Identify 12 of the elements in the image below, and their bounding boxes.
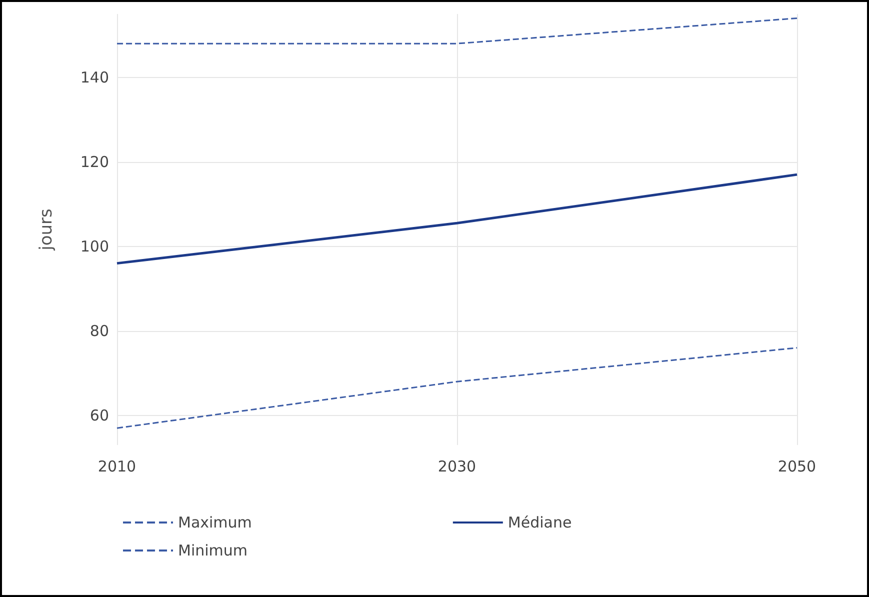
legend-label: Maximum <box>178 514 252 532</box>
legend-label: Médiane <box>508 514 572 532</box>
x-tick-label: 2030 <box>438 458 476 476</box>
x-tick-label: 2050 <box>778 458 816 476</box>
y-tick-label: 100 <box>80 237 109 256</box>
y-tick-label: 80 <box>90 322 109 340</box>
y-axis-title: jours <box>36 208 56 252</box>
y-tick-label: 140 <box>80 68 109 86</box>
y-tick-label: 120 <box>80 152 109 171</box>
y-tick-label: 60 <box>90 406 109 424</box>
legend-label: Minimum <box>178 542 248 560</box>
x-tick-label: 2010 <box>98 458 136 476</box>
